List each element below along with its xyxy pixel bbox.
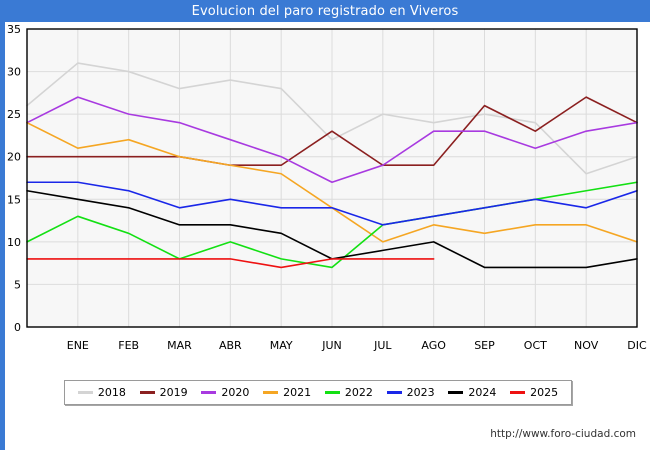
window-left-accent-strip bbox=[0, 0, 5, 450]
y-axis-tick-label: 20 bbox=[7, 151, 21, 164]
legend-item-label: 2020 bbox=[221, 386, 250, 399]
page-title: Evolucion del paro registrado en Viveros bbox=[191, 3, 459, 19]
x-axis-tick-label: JUL bbox=[373, 339, 392, 352]
legend-item-2024[interactable]: 2024 bbox=[448, 386, 496, 399]
legend-item-2019[interactable]: 2019 bbox=[139, 386, 188, 399]
legend-item-label: 2021 bbox=[283, 386, 312, 399]
x-axis-tick-label: FEB bbox=[118, 339, 139, 352]
chart-legend: 2018 2019 2020 2021 2022 2023 2024 2025 bbox=[64, 380, 572, 405]
y-axis-tick-label: 0 bbox=[14, 321, 21, 334]
x-axis-tick-label: ENE bbox=[67, 339, 89, 352]
window-title-bar: Evolucion del paro registrado en Viveros bbox=[0, 0, 650, 22]
x-axis-tick-label: NOV bbox=[574, 339, 599, 352]
line-chart-svg: 0 5 10 15 20 25 30 35 ENE FEB MAR ABR MAY JUN JUL AGO SE… bbox=[7, 23, 647, 352]
chart-plot-region: 0 5 10 15 20 25 30 35 ENE FEB MAR ABR MAY JUN JUL AGO SE… bbox=[0, 22, 650, 362]
legend-swatch-icon bbox=[201, 391, 217, 394]
legend-item-2023[interactable]: 2023 bbox=[386, 386, 435, 399]
legend-swatch-icon bbox=[448, 391, 464, 394]
x-axis-tick-label: MAR bbox=[167, 339, 192, 352]
legend-swatch-icon bbox=[386, 391, 402, 394]
plot-frame bbox=[26, 28, 638, 328]
x-axis-tick-label: AGO bbox=[421, 339, 446, 352]
legend-swatch-icon bbox=[324, 391, 340, 394]
legend-item-2018[interactable]: 2018 bbox=[77, 386, 126, 399]
series-line-2025 bbox=[26, 258, 435, 269]
legend-item-2020[interactable]: 2020 bbox=[201, 386, 249, 399]
y-axis-tick-label: 15 bbox=[7, 193, 21, 206]
x-axis-tick-label: SEP bbox=[474, 339, 495, 352]
x-axis-tick-label: DIC bbox=[627, 339, 647, 352]
legend-swatch-icon bbox=[263, 391, 279, 394]
legend-item-label: 2018 bbox=[97, 386, 126, 399]
legend-item-2022[interactable]: 2022 bbox=[324, 386, 373, 399]
legend-item-2021[interactable]: 2021 bbox=[263, 386, 311, 399]
y-axis-tick-label: 25 bbox=[7, 108, 21, 121]
legend-swatch-icon bbox=[510, 391, 526, 394]
y-axis-tick-label: 30 bbox=[7, 66, 21, 79]
legend-item-label: 2025 bbox=[530, 386, 559, 399]
series-line-2018 bbox=[26, 62, 638, 175]
series-line-2020 bbox=[26, 96, 638, 184]
legend-item-label: 2022 bbox=[344, 386, 373, 399]
y-axis-tick-label: 5 bbox=[14, 278, 21, 291]
y-axis-tick-label: 10 bbox=[7, 236, 21, 249]
legend-item-label: 2023 bbox=[406, 386, 435, 399]
legend-item-label: 2019 bbox=[159, 386, 188, 399]
x-axis-tick-label: OCT bbox=[524, 339, 547, 352]
x-axis-tick-label: ABR bbox=[219, 339, 242, 352]
legend-swatch-icon bbox=[139, 391, 155, 394]
x-axis-tick-label: JUN bbox=[321, 339, 342, 352]
x-axis-tick-label: MAY bbox=[270, 339, 293, 352]
legend-swatch-icon bbox=[77, 391, 93, 394]
series-line-2019 bbox=[26, 96, 638, 167]
y-axis-tick-label: 35 bbox=[7, 23, 21, 36]
legend-item-label: 2024 bbox=[468, 386, 497, 399]
source-url-label: http://www.foro-ciudad.com bbox=[490, 428, 636, 440]
series-line-2023 bbox=[26, 181, 638, 226]
legend-item-2025[interactable]: 2025 bbox=[510, 386, 558, 399]
